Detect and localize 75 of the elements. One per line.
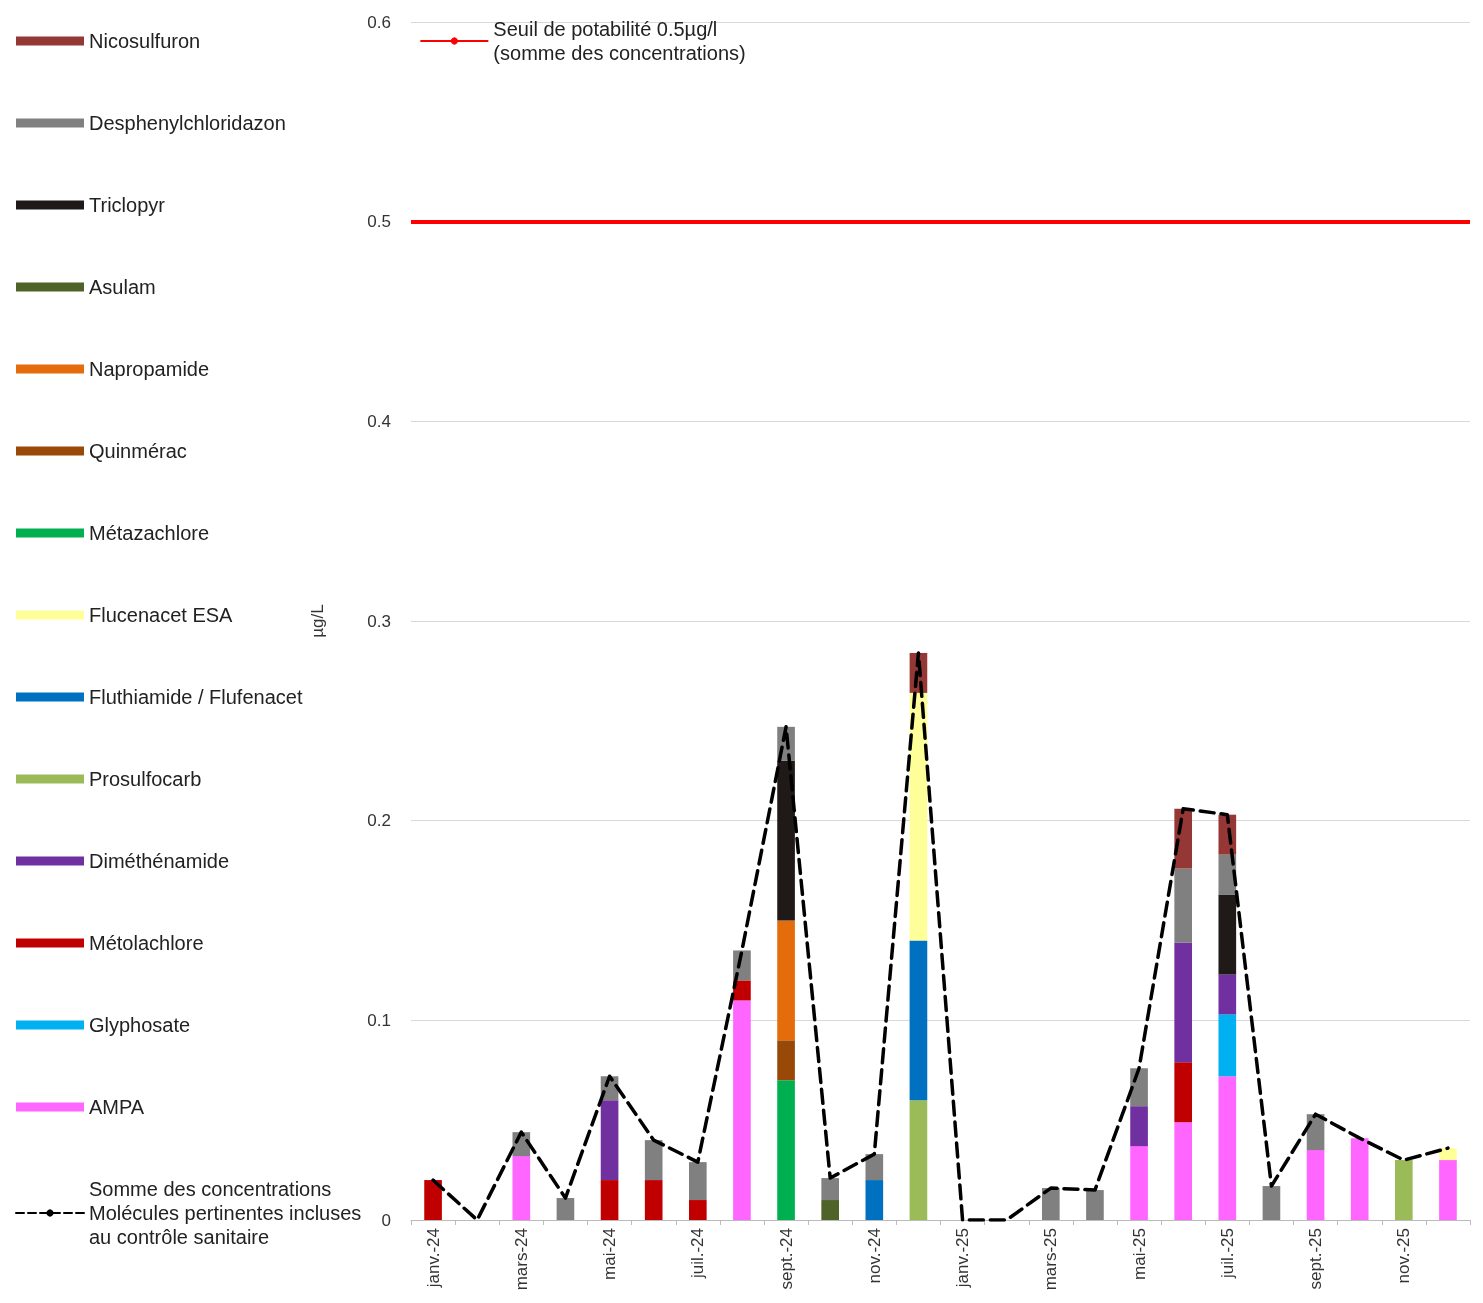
legend-label: Flucenacet ESA — [89, 604, 234, 626]
bar — [688, 1162, 707, 1201]
bar — [1439, 1160, 1457, 1220]
legend-label: Diméthénamide — [89, 850, 230, 872]
legend-label: Métolachlore — [89, 932, 204, 954]
bar — [865, 1154, 884, 1181]
bar — [644, 1140, 663, 1181]
legend-label: Asulam — [89, 276, 156, 298]
x-tick-label: janv.-24 — [423, 1228, 443, 1289]
legend-label: Desphenylchloridazon — [89, 112, 286, 134]
x-tick-label: mai-25 — [1129, 1228, 1149, 1280]
legend-label: Prosulfocarb — [89, 768, 202, 790]
bar — [909, 940, 928, 1101]
x-tick-label: mars-24 — [511, 1228, 531, 1291]
x-tick-label: nov.-24 — [864, 1228, 884, 1284]
bar — [1130, 1106, 1148, 1147]
bar — [821, 1178, 840, 1201]
bar — [777, 760, 795, 921]
x-tick-label: juil.-24 — [688, 1228, 708, 1280]
bar — [1174, 1122, 1193, 1220]
bar — [1350, 1138, 1369, 1220]
y-tick-label: 0.2 — [367, 811, 391, 831]
bar — [1306, 1150, 1325, 1220]
y-tick-label: 0.5 — [367, 212, 391, 232]
bar — [556, 1198, 575, 1220]
y-tick-label: 0.6 — [367, 12, 391, 32]
bar — [865, 1180, 884, 1220]
bar — [1262, 1186, 1281, 1220]
bar — [1218, 894, 1237, 975]
bar — [1394, 1160, 1413, 1220]
legend-label: Triclopyr — [89, 194, 166, 216]
y-tick-label: 0.1 — [367, 1010, 391, 1030]
legend-label: Fluthiamide / Flufenacet — [89, 686, 303, 708]
legend-label: AMPA — [89, 1096, 145, 1118]
bar — [777, 920, 795, 1041]
bar — [1041, 1188, 1060, 1220]
y-tick-label: 0 — [381, 1210, 391, 1230]
bar — [424, 1180, 442, 1220]
y-axis-title: µg/L — [308, 604, 327, 638]
bar — [821, 1200, 840, 1220]
bar — [777, 1080, 795, 1220]
legend-label: Métazachlore — [89, 522, 210, 544]
bar — [600, 1100, 619, 1181]
bar — [909, 1100, 928, 1220]
legend-label: Nicosulfuron — [89, 30, 201, 52]
x-tick-label: janv.-25 — [953, 1228, 973, 1289]
bar — [1439, 1148, 1457, 1161]
bar — [1086, 1190, 1104, 1220]
y-tick-label: 0.4 — [367, 411, 391, 431]
bar — [644, 1180, 663, 1220]
bar — [512, 1156, 531, 1220]
bar — [1174, 942, 1193, 1063]
x-tick-label: juil.-25 — [1217, 1228, 1237, 1280]
legend-label: Somme des concentrations Molécules pertinentes incluses au contrôle sanitaire — [89, 1178, 362, 1248]
x-tick-label: nov.-25 — [1394, 1228, 1414, 1284]
bar — [1174, 868, 1193, 943]
y-tick-label: 0.3 — [367, 611, 391, 631]
bar — [777, 1040, 795, 1081]
legend-label: Quinmérac — [89, 440, 187, 462]
x-tick-label: sept.-25 — [1306, 1228, 1326, 1290]
bar — [1218, 974, 1237, 1015]
x-tick-label: mars-25 — [1041, 1228, 1061, 1291]
bar — [1174, 1062, 1193, 1123]
bar — [600, 1180, 619, 1220]
legend-label: Glyphosate — [89, 1014, 191, 1036]
legend-label: Seuil de potabilité 0.5µg/l (somme des concentrations) — [493, 18, 746, 64]
line-series — [431, 651, 1450, 1222]
x-tick-label: mai-24 — [600, 1228, 620, 1280]
bar — [688, 1200, 707, 1220]
bar — [733, 1000, 751, 1220]
bar — [1218, 1014, 1237, 1077]
legend-label: Napropamide — [89, 358, 210, 380]
bar — [1130, 1146, 1148, 1220]
x-tick-label: sept.-24 — [776, 1228, 796, 1290]
bar — [1218, 1076, 1237, 1220]
